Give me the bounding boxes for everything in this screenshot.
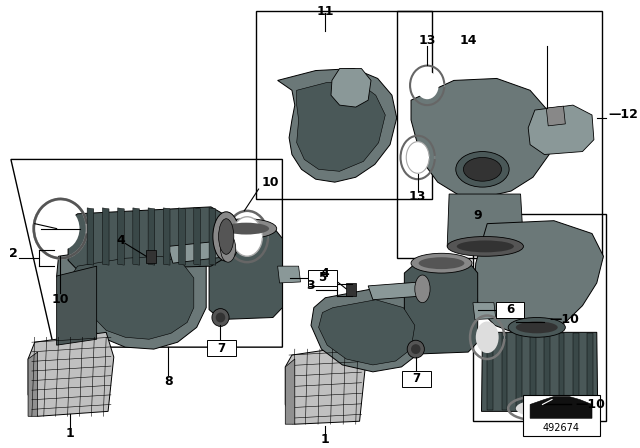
Ellipse shape	[212, 309, 229, 327]
Polygon shape	[473, 303, 496, 319]
Polygon shape	[545, 333, 550, 410]
Polygon shape	[404, 261, 477, 354]
Polygon shape	[481, 332, 598, 411]
Bar	[207, 340, 236, 356]
Ellipse shape	[411, 344, 420, 354]
Text: —10: —10	[576, 398, 605, 411]
Text: 5: 5	[318, 271, 326, 284]
Ellipse shape	[447, 237, 524, 256]
Polygon shape	[502, 333, 508, 410]
Bar	[403, 371, 431, 387]
Text: 11: 11	[317, 5, 334, 18]
Text: 1: 1	[66, 426, 74, 439]
Ellipse shape	[457, 241, 514, 252]
Ellipse shape	[219, 219, 234, 254]
Polygon shape	[87, 208, 94, 265]
Text: 4: 4	[321, 267, 330, 280]
Polygon shape	[148, 208, 155, 265]
Text: 10: 10	[52, 293, 69, 306]
Polygon shape	[411, 78, 549, 197]
Ellipse shape	[508, 318, 565, 337]
Polygon shape	[146, 250, 156, 263]
Polygon shape	[530, 333, 536, 410]
Ellipse shape	[516, 322, 557, 333]
Polygon shape	[559, 333, 564, 410]
Polygon shape	[331, 69, 371, 107]
Polygon shape	[588, 333, 593, 410]
Ellipse shape	[411, 253, 472, 273]
Text: 9: 9	[474, 209, 482, 222]
Ellipse shape	[221, 235, 236, 262]
Bar	[308, 270, 337, 286]
Text: 10: 10	[261, 176, 279, 189]
Polygon shape	[278, 69, 397, 182]
Text: 6: 6	[506, 303, 514, 316]
Bar	[256, 11, 432, 199]
Ellipse shape	[223, 223, 269, 235]
Ellipse shape	[456, 151, 509, 187]
Polygon shape	[285, 359, 295, 424]
Ellipse shape	[463, 158, 502, 181]
Polygon shape	[28, 352, 38, 416]
Text: 3: 3	[307, 280, 316, 293]
Bar	[473, 214, 606, 421]
Text: 13: 13	[419, 34, 436, 47]
Polygon shape	[71, 256, 194, 339]
Polygon shape	[285, 345, 365, 424]
Text: 8: 8	[164, 375, 172, 388]
Text: —10: —10	[549, 313, 579, 326]
Polygon shape	[68, 207, 228, 270]
Polygon shape	[311, 288, 426, 372]
Text: —12: —12	[608, 108, 638, 121]
Polygon shape	[297, 82, 385, 171]
Polygon shape	[447, 194, 524, 246]
Polygon shape	[118, 208, 124, 265]
Ellipse shape	[213, 212, 239, 261]
Text: 492674: 492674	[543, 423, 580, 433]
Polygon shape	[57, 243, 206, 349]
Polygon shape	[102, 208, 109, 265]
Polygon shape	[573, 333, 579, 410]
Polygon shape	[368, 282, 426, 300]
Ellipse shape	[516, 401, 557, 416]
Polygon shape	[530, 396, 592, 418]
Ellipse shape	[415, 275, 430, 303]
Polygon shape	[163, 208, 170, 265]
Polygon shape	[133, 208, 140, 265]
Ellipse shape	[416, 72, 438, 99]
Polygon shape	[319, 300, 415, 365]
Polygon shape	[57, 266, 97, 345]
Ellipse shape	[406, 142, 429, 173]
Polygon shape	[346, 283, 356, 296]
Polygon shape	[209, 227, 282, 319]
Polygon shape	[194, 208, 200, 265]
Text: 13: 13	[409, 190, 426, 202]
Text: 2: 2	[10, 247, 18, 260]
Ellipse shape	[216, 219, 276, 238]
Polygon shape	[516, 333, 522, 410]
Bar	[397, 11, 602, 258]
Polygon shape	[179, 208, 185, 265]
Polygon shape	[547, 106, 565, 126]
Bar	[524, 395, 600, 436]
Ellipse shape	[216, 313, 225, 323]
Polygon shape	[168, 241, 230, 263]
Ellipse shape	[42, 207, 79, 250]
Text: 4: 4	[116, 234, 125, 247]
Bar	[496, 302, 524, 318]
Polygon shape	[487, 333, 493, 410]
Text: 7: 7	[218, 342, 225, 355]
Ellipse shape	[476, 322, 499, 353]
Polygon shape	[28, 332, 114, 416]
Text: 14: 14	[460, 34, 477, 47]
Ellipse shape	[407, 340, 424, 358]
Ellipse shape	[419, 257, 465, 269]
Text: 7: 7	[413, 372, 420, 385]
Polygon shape	[209, 208, 216, 265]
Text: 1: 1	[321, 432, 330, 445]
Polygon shape	[528, 105, 594, 155]
Ellipse shape	[232, 217, 262, 256]
Polygon shape	[474, 221, 604, 333]
Polygon shape	[278, 266, 301, 283]
